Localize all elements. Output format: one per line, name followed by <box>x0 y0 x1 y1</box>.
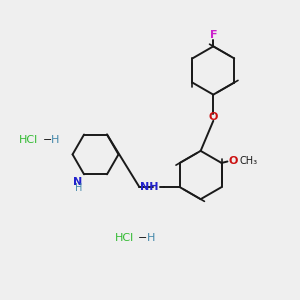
Text: −: − <box>43 135 52 145</box>
Text: O: O <box>208 112 218 122</box>
Text: HCl: HCl <box>19 135 38 145</box>
Text: CH₃: CH₃ <box>240 156 258 166</box>
Text: H: H <box>51 135 60 145</box>
Text: F: F <box>210 30 217 40</box>
Text: HCl: HCl <box>115 233 134 243</box>
Text: H: H <box>75 183 82 193</box>
Text: H: H <box>147 233 155 243</box>
Text: −: − <box>138 233 148 243</box>
Text: O: O <box>229 156 238 166</box>
Text: NH: NH <box>140 182 158 192</box>
Text: N: N <box>73 177 83 187</box>
